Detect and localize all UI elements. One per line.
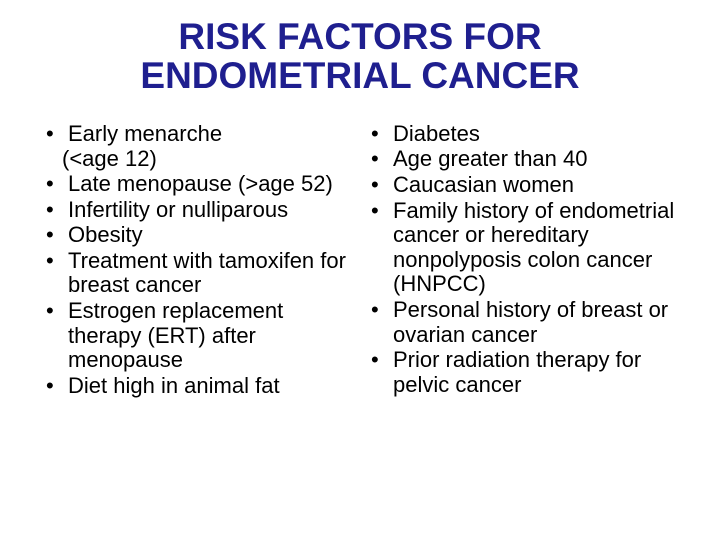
list-item: • Age greater than 40 <box>365 147 680 172</box>
list-item-text: Obesity <box>68 222 143 247</box>
right-list: • Diabetes • Age greater than 40 • Caucasian … <box>365 122 680 398</box>
list-item-text: Age greater than 40 <box>393 146 587 171</box>
bullet-icon: • <box>371 173 379 198</box>
bullet-icon: • <box>371 122 379 147</box>
list-item: • Family history of endometrial cancer or… <box>365 199 680 298</box>
title-line-1: RISK FACTORS FOR <box>178 16 541 57</box>
list-item: • Early menarche <box>40 122 355 147</box>
bullet-icon: • <box>371 199 379 224</box>
bullet-icon: • <box>46 299 54 324</box>
bullet-icon: • <box>46 374 54 399</box>
list-item-text: Family history of endometrial cancer or … <box>393 198 674 297</box>
list-item: • Diabetes <box>365 122 680 147</box>
list-item-text: Diet high in animal fat <box>68 373 280 398</box>
list-item: • Obesity <box>40 223 355 248</box>
bullet-icon: • <box>46 172 54 197</box>
list-item: • Late menopause (>age 52) <box>40 172 355 197</box>
list-item-text: Prior radiation therapy for pelvic cance… <box>393 347 641 397</box>
list-item-text: Early menarche <box>68 121 222 146</box>
right-column: • Diabetes • Age greater than 40 • Caucasian … <box>365 122 680 400</box>
list-item-text: Caucasian women <box>393 172 574 197</box>
list-item: • Estrogen replacement therapy (ERT) afte… <box>40 299 355 373</box>
slide-title: RISK FACTORS FOR ENDOMETRIAL CANCER <box>40 18 680 96</box>
bullet-icon: • <box>371 348 379 373</box>
list-item: • Diet high in animal fat <box>40 374 355 399</box>
bullet-icon: • <box>371 298 379 323</box>
bullet-icon: • <box>46 223 54 248</box>
list-item: • Personal history of breast or ovarian c… <box>365 298 680 347</box>
two-column-layout: •Early menarche(<age 12)•Late menopause … <box>40 122 680 400</box>
list-item-text: Late menopause (>age 52) <box>68 171 333 196</box>
left-list: •Early menarche(<age 12)•Late menopause … <box>40 122 355 399</box>
list-item-text: Treatment with tamoxifen for breast canc… <box>68 248 346 298</box>
title-line-2: ENDOMETRIAL CANCER <box>140 55 579 96</box>
list-item: • Treatment with tamoxifen for breast can… <box>40 249 355 298</box>
bullet-icon: • <box>46 122 54 147</box>
list-item: • Caucasian women <box>365 173 680 198</box>
bullet-icon: • <box>46 249 54 274</box>
list-item-text: Estrogen replacement therapy (ERT) after… <box>68 298 283 372</box>
list-item: • Prior radiation therapy for pelvic canc… <box>365 348 680 397</box>
list-item-text: Personal history of breast or ovarian ca… <box>393 297 668 347</box>
list-item-subtext: (<age 12) <box>40 147 355 172</box>
list-item-text: Diabetes <box>393 121 480 146</box>
list-item: • Infertility or nulliparous <box>40 198 355 223</box>
left-column: •Early menarche(<age 12)•Late menopause … <box>40 122 355 400</box>
bullet-icon: • <box>371 147 379 172</box>
bullet-icon: • <box>46 198 54 223</box>
list-item-text: Infertility or nulliparous <box>68 197 288 222</box>
